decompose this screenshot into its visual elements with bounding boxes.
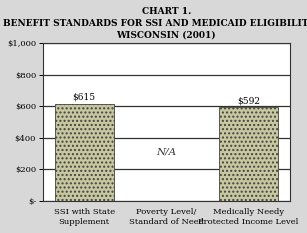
Text: $615: $615 — [72, 93, 96, 102]
Title: CHART 1.
BENEFIT STANDARDS FOR SSI AND MEDICAID ELIGIBILITY IN
WISCONSIN (2001): CHART 1. BENEFIT STANDARDS FOR SSI AND M… — [2, 7, 307, 40]
Bar — [55, 104, 114, 201]
Text: $592: $592 — [237, 96, 260, 106]
Bar — [219, 107, 278, 201]
Text: N/A: N/A — [156, 147, 176, 156]
